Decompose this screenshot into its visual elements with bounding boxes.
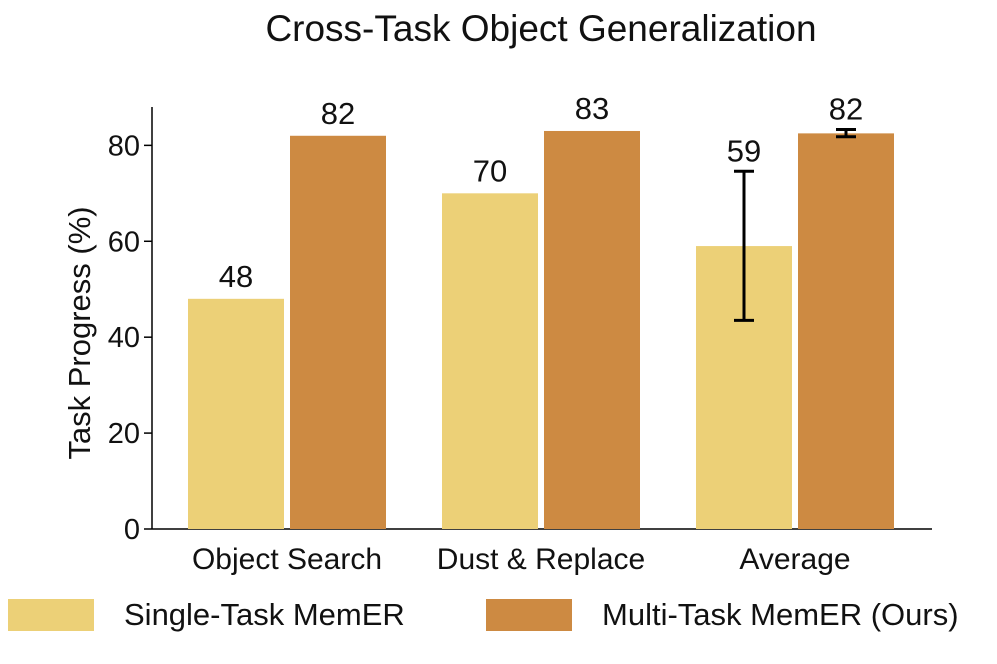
y-tick-label: 60 <box>108 226 140 258</box>
bar-multi-task <box>290 135 386 530</box>
legend-label-multi-task: Multi-Task MemER (Ours) <box>602 597 959 632</box>
x-tick-label: Object Search <box>192 543 382 576</box>
y-tick-label: 20 <box>108 418 140 450</box>
bar-single-task <box>442 193 538 529</box>
legend-item-single-task: Single-Task MemER <box>8 597 405 633</box>
y-tick-label: 80 <box>108 130 140 162</box>
bar-multi-task <box>798 133 894 529</box>
data-label: 82 <box>321 96 355 131</box>
legend-item-multi-task: Multi-Task MemER (Ours) <box>486 597 959 633</box>
x-tick-label: Dust & Replace <box>437 543 645 576</box>
legend-swatch-multi-task <box>486 599 572 631</box>
x-tick-label: Average <box>739 543 850 576</box>
y-tick-label: 0 <box>124 514 140 546</box>
data-label: 82 <box>829 92 863 127</box>
bar-chart: 0 20 40 60 80 Task Progress (%) 48 82 Object Sea… <box>62 91 932 576</box>
data-label: 59 <box>727 133 761 168</box>
legend: Single-Task MemER Multi-Task MemER (Ours… <box>0 597 997 647</box>
y-axis-title: Task Progress (%) <box>62 206 97 459</box>
legend-swatch-single-task <box>8 599 94 631</box>
data-label: 83 <box>575 91 609 126</box>
data-label: 48 <box>219 259 253 294</box>
bar-multi-task <box>544 130 640 529</box>
legend-label-single-task: Single-Task MemER <box>124 597 405 632</box>
bar-single-task <box>188 298 284 529</box>
y-tick-label: 40 <box>108 322 140 354</box>
data-label: 70 <box>473 153 507 188</box>
chart-title: Cross-Task Object Generalization <box>265 8 817 49</box>
